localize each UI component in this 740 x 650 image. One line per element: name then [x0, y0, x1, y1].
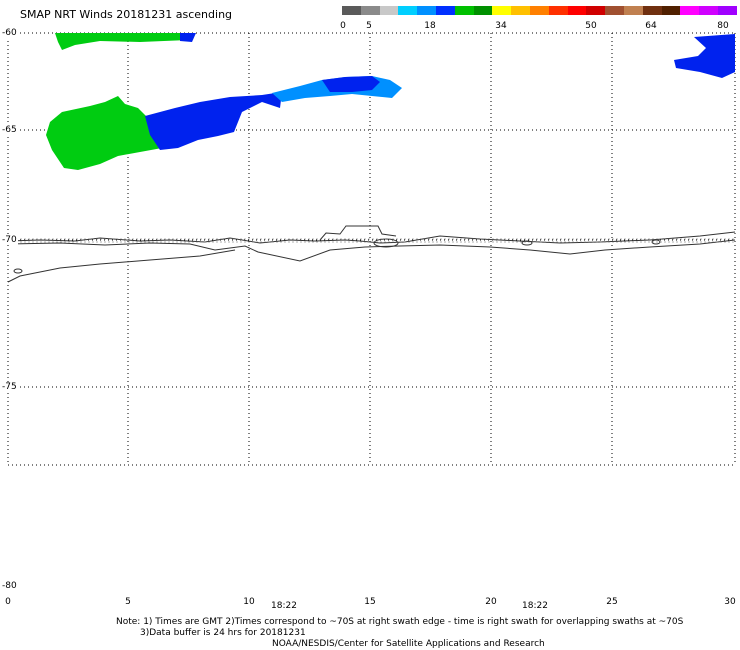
colorbar-swatch	[661, 6, 681, 15]
colorbar-swatch	[680, 6, 700, 15]
colorbar-swatch	[379, 6, 399, 15]
lon-tick-label: 15	[364, 597, 376, 607]
wind-swaths	[46, 33, 735, 170]
ice-shelf-hatch	[8, 238, 735, 243]
wind-swath-green	[46, 96, 162, 170]
wind-speed-colorbar	[342, 6, 737, 15]
lon-tick-label: 10	[243, 597, 255, 607]
lon-tick-label: 0	[5, 597, 11, 607]
swath-time: 18:22	[522, 601, 548, 611]
lat-tick-label: -70	[1, 235, 18, 245]
wind-swath-green	[55, 33, 190, 50]
note-line-1: Note: 1) Times are GMT 2)Times correspon…	[116, 617, 684, 627]
colorbar-swatch	[699, 6, 718, 15]
colorbar-swatch	[642, 6, 662, 15]
colorbar-label: 18	[424, 21, 436, 31]
colorbar-swatch	[623, 6, 643, 15]
colorbar-swatch	[548, 6, 568, 15]
colorbar-swatch	[454, 6, 474, 15]
colorbar-label: 80	[717, 21, 729, 31]
coastline	[7, 225, 736, 283]
lon-tick-label: 25	[606, 597, 618, 607]
colorbar-swatch	[605, 6, 624, 15]
colorbar-swatch	[567, 6, 587, 15]
lat-tick-label: -75	[1, 382, 18, 392]
map-grid	[7, 32, 736, 466]
lat-tick-label: -65	[1, 125, 18, 135]
colorbar-swatch	[586, 6, 606, 15]
wind-swath-blue	[145, 92, 282, 150]
colorbar-swatch	[435, 6, 455, 15]
colorbar-swatch	[398, 6, 418, 15]
colorbar-label: 0	[340, 21, 346, 31]
colorbar-label: 50	[585, 21, 597, 31]
note-line-3: NOAA/NESDIS/Center for Satellite Applica…	[272, 639, 545, 649]
colorbar-swatch	[511, 6, 530, 15]
colorbar-swatch	[717, 6, 737, 15]
colorbar-swatch	[342, 6, 361, 15]
wind-swath-blue	[674, 34, 735, 78]
note-line-2: 3)Data buffer is 24 hrs for 20181231	[140, 628, 306, 638]
lat-tick-label: -80	[1, 581, 18, 591]
wind-swath-blue	[180, 33, 196, 42]
wind-swath-blue	[322, 76, 380, 92]
colorbar-swatch	[492, 6, 512, 15]
lon-tick-label: 5	[125, 597, 131, 607]
map-title: SMAP NRT Winds 20181231 ascending	[20, 8, 233, 21]
lon-tick-label: 20	[485, 597, 497, 607]
colorbar-swatch	[473, 6, 493, 15]
colorbar-label: 34	[495, 21, 507, 31]
colorbar-swatch	[529, 6, 549, 15]
colorbar-swatch	[417, 6, 436, 15]
swath-time: 18:22	[271, 601, 297, 611]
lon-tick-label: 30	[724, 597, 736, 607]
colorbar-swatch	[360, 6, 380, 15]
colorbar-label: 64	[645, 21, 657, 31]
colorbar-label: 5	[366, 21, 372, 31]
lat-tick-label: -60	[1, 28, 18, 38]
